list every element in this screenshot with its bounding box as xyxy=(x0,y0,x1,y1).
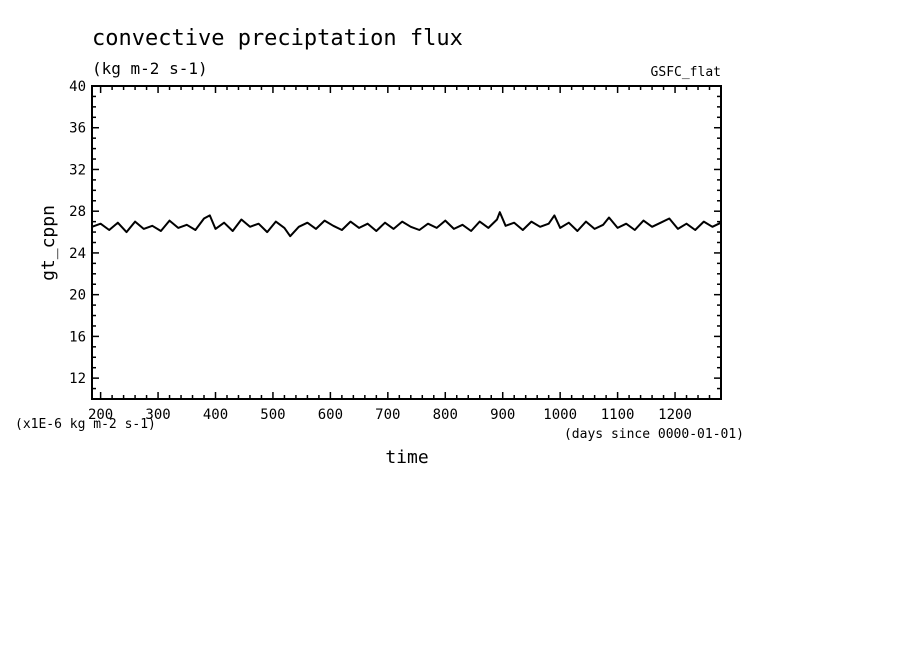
y-tick-label: 36 xyxy=(69,121,86,137)
axis-ticks xyxy=(92,85,722,400)
x-tick-label: 200 xyxy=(88,407,113,423)
x-axis-label: time xyxy=(385,447,428,468)
y-tick-label: 12 xyxy=(69,371,86,387)
chart-title: convective preciptation flux xyxy=(92,26,463,51)
x-tick-label: 1000 xyxy=(543,407,577,423)
y-axis-units: (x1E-6 kg m-2 s-1) xyxy=(15,417,156,432)
x-tick-label: 500 xyxy=(260,407,285,423)
chart-annotation: GSFC_flat xyxy=(651,65,721,80)
series-line-gt-cppn xyxy=(91,211,722,238)
x-tick-label: 1100 xyxy=(601,407,635,423)
x-tick-label: 300 xyxy=(145,407,170,423)
x-tick-label: 900 xyxy=(490,407,515,423)
x-tick-label: 700 xyxy=(375,407,400,423)
y-tick-label: 40 xyxy=(69,79,86,95)
x-tick-label: 600 xyxy=(318,407,343,423)
x-tick-label: 1200 xyxy=(658,407,692,423)
y-tick-label: 20 xyxy=(69,288,86,304)
x-tick-label: 800 xyxy=(433,407,458,423)
y-tick-label: 28 xyxy=(69,204,86,220)
y-tick-labels: 12 16 20 24 28 32 36 40 xyxy=(69,79,86,387)
y-tick-label: 16 xyxy=(69,329,86,345)
plot-frame xyxy=(91,85,722,400)
x-tick-labels: 200 300 400 500 600 700 800 900 1000 1100 1200 xyxy=(88,407,692,423)
chart-subtitle: (kg m-2 s-1) xyxy=(92,59,208,78)
y-axis-label: gt_cppn xyxy=(38,205,59,281)
y-tick-label: 24 xyxy=(69,246,86,262)
x-axis-units: (days since 0000-01-01) xyxy=(564,427,744,442)
x-tick-label: 400 xyxy=(203,407,228,423)
y-tick-label: 32 xyxy=(69,162,86,178)
